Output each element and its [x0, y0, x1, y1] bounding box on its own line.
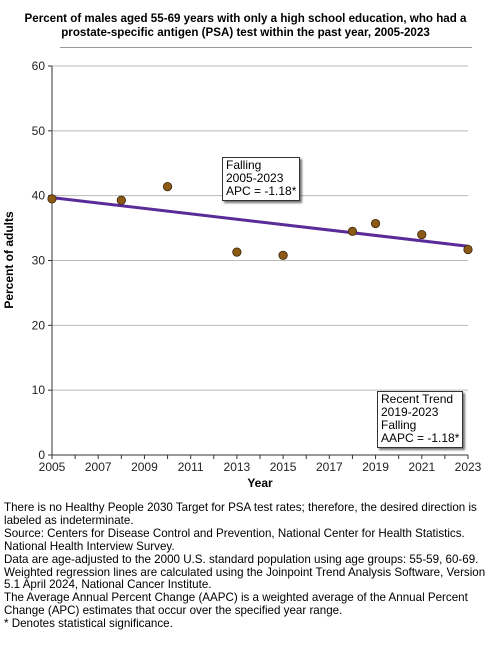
- data-point: [162, 181, 173, 192]
- x-tick-label: 2005: [39, 460, 66, 474]
- y-tick-label: 0: [38, 448, 45, 462]
- data-point: [47, 194, 57, 204]
- trend-line-layer: [50, 196, 470, 248]
- x-tick-label: 2009: [131, 460, 158, 474]
- footnotes: There is no Healthy People 2030 Target f…: [4, 501, 488, 631]
- y-tick-label: 50: [32, 124, 46, 138]
- annotation-line: Recent Trend: [381, 392, 454, 406]
- trend-line: [50, 196, 470, 248]
- x-tick-label: 2017: [316, 460, 343, 474]
- data-point: [463, 244, 473, 255]
- footnote: The Average Annual Percent Change (AAPC)…: [4, 591, 468, 618]
- data-point: [116, 195, 126, 205]
- data-point: [278, 250, 288, 260]
- footnote: Weighted regression lines are calculated…: [4, 565, 486, 592]
- data-point: [370, 218, 381, 229]
- axes: 0 10 20 30 40 50 60 2005 2007 2009 2011 2013 2015 201…: [32, 59, 482, 474]
- x-axis-title: Year: [247, 476, 273, 490]
- x-tick-label: 2021: [408, 460, 435, 474]
- footnote: Source: Centers for Disease Control and …: [4, 526, 465, 553]
- y-tick-label: 60: [32, 59, 46, 73]
- data-points: [47, 181, 473, 260]
- chart-plot: 0 10 20 30 40 50 60 2005 2007 2009 2011 2013 2015 201…: [2, 59, 482, 490]
- x-tick-label: 2023: [455, 460, 482, 474]
- data-point: [417, 229, 427, 240]
- gridlines: [52, 65, 468, 391]
- data-point: [347, 226, 358, 236]
- trend-annotation-recent: Recent Trend 2019-2023 Falling AAPC = -1…: [377, 391, 464, 448]
- data-point: [232, 247, 242, 257]
- annotation-line: 2019-2023: [381, 405, 439, 419]
- annotation-line: APC = -1.18*: [226, 184, 297, 198]
- x-tick-label: 2015: [270, 460, 297, 474]
- annotation-line: AAPC = -1.18*: [381, 431, 460, 445]
- y-tick-label: 20: [32, 318, 46, 332]
- y-tick-label: 40: [32, 189, 46, 203]
- footnote: There is no Healthy People 2030 Target f…: [4, 501, 477, 527]
- x-tick-label: 2011: [178, 460, 204, 474]
- title-divider: [60, 47, 472, 48]
- x-tick-label: 2007: [85, 460, 112, 474]
- trend-annotation-falling: Falling 2005-2023 APC = -1.18*: [222, 157, 301, 201]
- annotation-line: Falling: [381, 418, 417, 432]
- x-tick-label: 2013: [224, 460, 251, 474]
- y-axis-title: Percent of adults: [2, 211, 16, 309]
- x-tick-label: 2019: [362, 460, 389, 474]
- footnote: Data are age-adjusted to the 2000 U.S. s…: [4, 552, 479, 566]
- chart-title: Percent of males aged 55-69 years with o…: [24, 12, 467, 39]
- y-tick-label: 30: [32, 254, 46, 268]
- y-tick-label: 10: [32, 383, 46, 397]
- annotation-line: Falling: [226, 158, 262, 172]
- footnote: * Denotes statistical significance.: [4, 617, 173, 631]
- annotation-line: 2005-2023: [226, 171, 284, 185]
